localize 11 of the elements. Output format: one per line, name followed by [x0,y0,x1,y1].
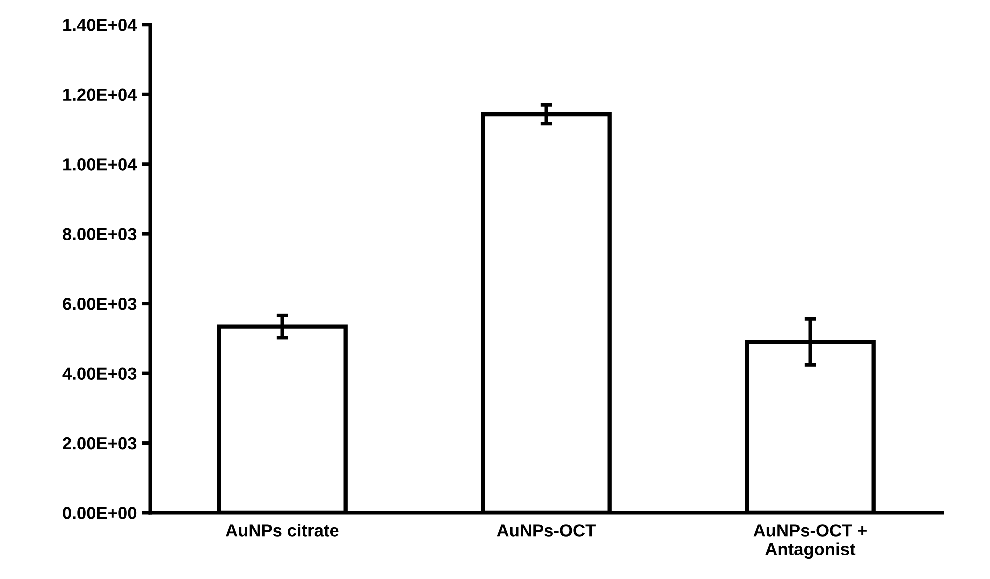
y-tick-label: 2.00E+03 [63,437,137,450]
y-tick-label: 0.00E+00 [63,507,137,520]
y-tick-label: 8.00E+03 [63,228,137,241]
y-tick-label: 1.20E+04 [64,88,138,102]
y-tick-label: 1.00E+04 [64,158,138,171]
y-tick-label: 6.00E+03 [63,298,137,310]
y-tick-label: 1.40E+04 [64,19,138,32]
y-tick-label: 4.00E+03 [62,368,137,380]
x-tick-label: AuNPs-OCT + Antagonist [754,524,867,560]
x-tick-label: AuNPs-OCT [497,524,596,537]
x-tick-label: AuNPs citrate [226,524,339,537]
